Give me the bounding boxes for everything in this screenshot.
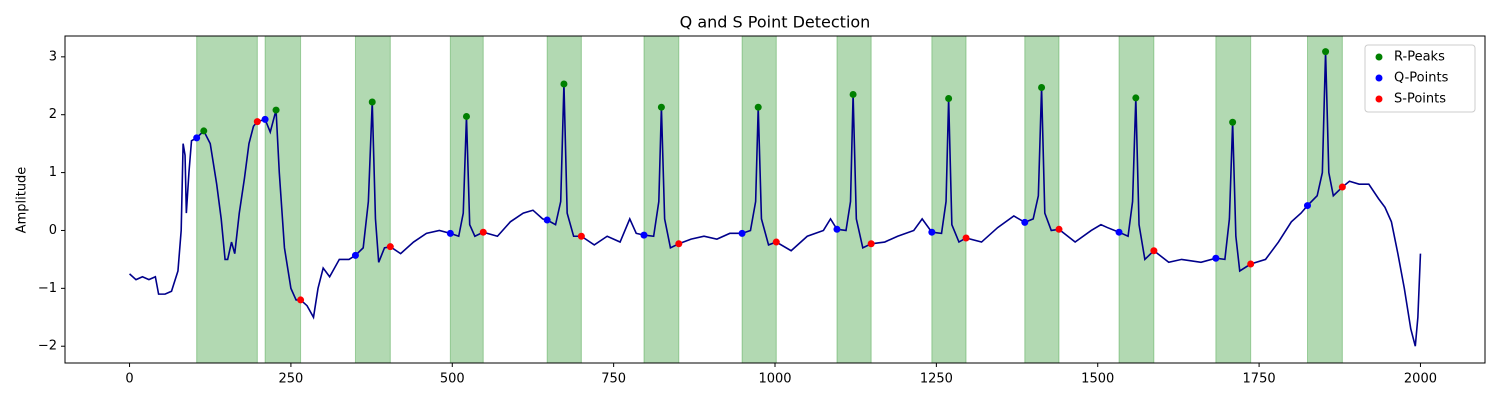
x-tick-label: 250 [278,372,303,387]
y-tick-label: 2 [49,107,57,122]
legend-label: Q-Points [1394,71,1449,86]
marker-point [1132,94,1140,102]
legend-box [1364,44,1476,113]
region [931,35,967,364]
x-tick-label: 0 [125,372,133,387]
marker-point [1322,48,1330,56]
marker-point [1115,228,1123,236]
marker-point [640,231,648,239]
marker-point [560,80,568,88]
region [1118,35,1155,364]
marker-point [1055,225,1063,233]
marker-point [543,216,551,224]
marker-point [446,229,454,237]
region [643,35,680,364]
marker-point [272,106,280,114]
region [196,35,258,364]
region [354,35,391,364]
y-tick-label: 0 [49,223,57,238]
marker-point [962,234,970,242]
marker-point [297,296,305,304]
region [264,35,302,364]
y-tick-label: 1 [49,165,57,180]
marker-point [833,225,841,233]
x-tick-label: 750 [601,372,626,387]
y-tick-label: −1 [38,281,57,296]
region [836,35,872,364]
marker-point [772,238,780,246]
marker-point [1021,218,1029,226]
marker-point [1338,183,1346,191]
legend-marker [1375,95,1383,103]
marker-point [849,90,857,98]
marker-point [577,232,585,240]
y-tick-label: 3 [49,49,57,64]
marker-point [1038,84,1046,92]
marker-point [193,134,201,142]
legend-marker [1375,53,1383,61]
marker-point [253,118,261,126]
y-axis-label: Amplitude [15,167,30,234]
marker-point [754,103,762,111]
chart-title: Q and S Point Detection [680,13,871,32]
marker-point [1247,260,1255,268]
marker-point [386,243,394,251]
marker-point [351,251,359,259]
x-tick-label: 500 [440,372,465,387]
legend-label: R-Peaks [1394,50,1445,65]
region [1215,35,1252,364]
marker-point [368,98,376,106]
legend-marker [1375,74,1383,82]
x-tick-label: 1250 [920,372,953,387]
legend-label: S-Points [1394,92,1446,107]
marker-point [1229,118,1237,126]
marker-point [738,229,746,237]
x-tick-label: 1500 [1081,372,1114,387]
marker-point [657,103,665,111]
x-tick-label: 2000 [1404,372,1437,387]
marker-point [1304,202,1311,210]
marker-point [867,240,875,248]
y-tick-label: −2 [38,339,57,354]
region [741,35,777,364]
marker-point [462,112,470,120]
marker-point [945,95,953,103]
marker-point [479,228,487,236]
marker-point [261,115,269,123]
x-tick-label: 1750 [1243,372,1276,387]
region [449,35,484,364]
marker-point [1150,247,1158,255]
marker-point [200,127,208,135]
marker-point [928,228,936,236]
marker-point [675,240,683,248]
marker-point [1212,254,1220,262]
x-tick-label: 1000 [758,372,791,387]
